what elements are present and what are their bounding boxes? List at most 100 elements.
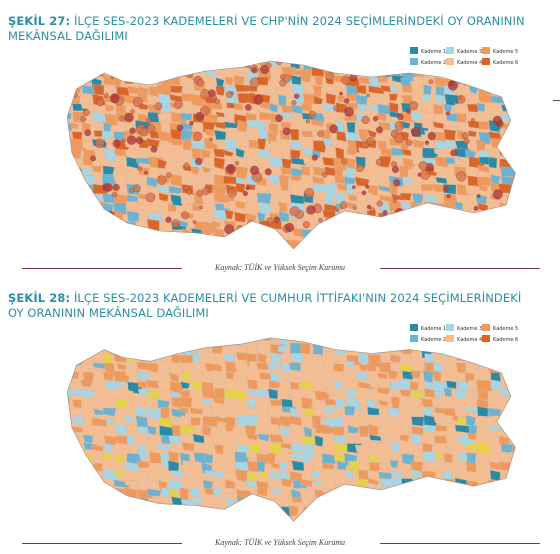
district xyxy=(466,258,478,260)
vote-dot xyxy=(189,68,195,74)
district xyxy=(346,507,358,517)
vote-dot xyxy=(249,77,260,88)
vote-dot xyxy=(272,238,281,247)
district xyxy=(289,362,303,372)
district xyxy=(135,257,146,260)
district xyxy=(178,220,189,228)
district xyxy=(213,258,221,260)
district xyxy=(411,408,423,417)
district xyxy=(103,495,114,505)
vote-dot xyxy=(119,236,126,243)
district xyxy=(124,247,139,249)
district xyxy=(509,192,516,200)
district xyxy=(82,202,99,212)
district xyxy=(94,524,104,531)
district xyxy=(190,361,204,369)
district xyxy=(212,488,222,497)
district xyxy=(126,424,138,433)
vote-dot xyxy=(373,226,379,231)
district xyxy=(80,380,93,388)
district xyxy=(288,370,303,379)
district xyxy=(235,479,246,487)
district xyxy=(191,140,207,149)
district xyxy=(190,166,200,175)
district xyxy=(70,122,80,129)
district xyxy=(456,345,472,355)
district xyxy=(159,505,173,513)
vote-dot xyxy=(112,139,121,148)
legend-label: Kademe 1 xyxy=(421,326,446,332)
district xyxy=(192,433,206,444)
district xyxy=(103,86,114,94)
district xyxy=(391,147,404,156)
vote-dot xyxy=(428,79,434,85)
vote-dot xyxy=(363,233,369,239)
vote-dot xyxy=(193,131,203,141)
district xyxy=(435,247,448,249)
vote-dot xyxy=(84,217,92,225)
district xyxy=(226,237,240,249)
district xyxy=(321,479,337,489)
district xyxy=(389,85,398,93)
district xyxy=(477,406,489,418)
district xyxy=(67,193,75,202)
district xyxy=(301,130,314,138)
district xyxy=(501,210,514,221)
district xyxy=(280,247,296,249)
district xyxy=(435,514,450,522)
vote-dot xyxy=(104,183,113,192)
vote-dot xyxy=(317,130,324,137)
district xyxy=(468,229,481,240)
district xyxy=(380,257,390,260)
district xyxy=(445,139,456,148)
district xyxy=(487,489,499,500)
district xyxy=(83,505,98,516)
country-outline xyxy=(66,60,516,250)
source: Kaynak: TÜİK ve Yüksek Seçim Kurumu xyxy=(215,263,345,272)
district xyxy=(137,525,148,532)
district xyxy=(68,211,82,223)
district xyxy=(413,247,423,249)
district xyxy=(302,238,315,248)
district xyxy=(344,515,354,522)
district xyxy=(346,147,357,156)
district xyxy=(510,372,516,385)
district xyxy=(235,147,245,158)
district xyxy=(213,514,227,522)
district xyxy=(499,506,515,515)
district xyxy=(344,415,360,426)
district xyxy=(390,229,404,240)
district xyxy=(180,128,193,142)
district xyxy=(93,211,110,223)
district xyxy=(67,239,73,247)
vote-dot xyxy=(119,116,125,122)
district xyxy=(476,525,487,531)
district xyxy=(324,337,340,344)
district xyxy=(170,138,183,146)
district xyxy=(421,220,434,231)
district xyxy=(500,228,511,236)
vote-dot xyxy=(448,80,455,86)
district xyxy=(478,121,491,130)
vote-dot xyxy=(341,75,351,85)
district xyxy=(70,66,81,76)
district xyxy=(67,515,69,522)
district xyxy=(345,488,357,500)
district xyxy=(92,487,104,496)
district xyxy=(358,363,368,372)
district xyxy=(104,516,115,522)
district xyxy=(182,460,194,471)
district xyxy=(423,84,432,95)
vote-dot xyxy=(302,221,310,229)
district xyxy=(246,257,261,260)
district xyxy=(512,432,516,441)
district xyxy=(498,525,507,531)
district xyxy=(346,122,356,133)
district xyxy=(377,399,389,406)
district xyxy=(149,255,164,260)
district xyxy=(412,515,426,522)
district xyxy=(359,525,368,532)
district xyxy=(223,388,238,401)
district xyxy=(72,399,83,409)
district xyxy=(137,175,148,184)
